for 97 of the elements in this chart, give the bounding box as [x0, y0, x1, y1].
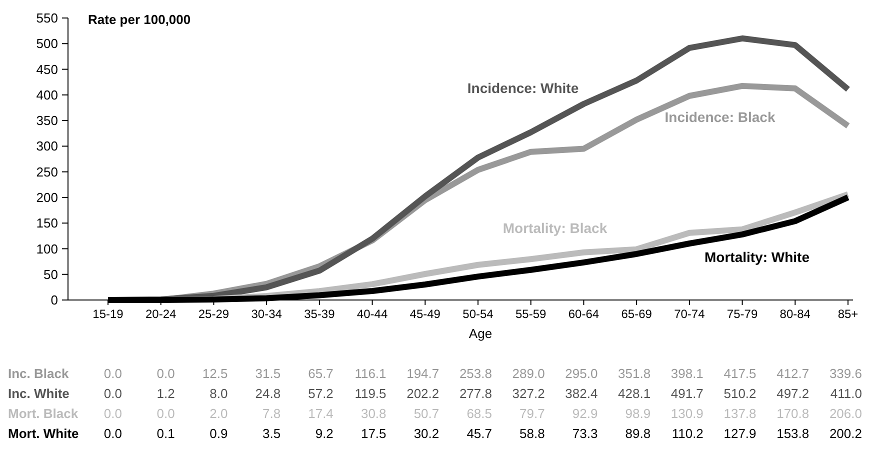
data-label: 9.2 [315, 426, 334, 441]
data-label: 206.0 [829, 406, 862, 421]
data-label: 30.2 [414, 426, 440, 441]
data-label: 1.2 [156, 386, 175, 401]
data-label: 411.0 [830, 386, 862, 401]
data-label: 170.8 [776, 406, 810, 421]
data-label: 417.5 [724, 366, 756, 381]
data-label: 0.1 [156, 426, 175, 441]
y-tick-label: 150 [36, 216, 58, 231]
data-label: 153.8 [776, 426, 810, 441]
data-label: 73.3 [572, 426, 598, 441]
data-label: 3.5 [262, 426, 281, 441]
data-label: 89.8 [625, 426, 651, 441]
data-label: 0.0 [156, 406, 175, 421]
x-tick-label: 25-29 [198, 307, 230, 321]
data-label: 0.0 [104, 386, 122, 401]
x-tick-label: 80-84 [780, 307, 811, 321]
y-tick-label: 250 [36, 164, 58, 180]
y-tick-label: 550 [36, 10, 58, 26]
data-label: 79.7 [520, 406, 545, 421]
data-label: 58.8 [520, 426, 545, 441]
data-label: 289.0 [512, 366, 545, 381]
data-label: 2.0 [210, 406, 228, 421]
data-label: 50.7 [414, 406, 440, 421]
data-label: 398.1 [670, 366, 704, 381]
data-label: 92.9 [572, 406, 598, 421]
x-tick-label: 75-79 [726, 307, 758, 321]
y-tick-label: 500 [36, 36, 58, 52]
data-label: 0.0 [104, 426, 122, 441]
data-label: 57.2 [308, 386, 334, 401]
data-label: 202.2 [406, 386, 440, 401]
data-label: 127.9 [724, 426, 756, 441]
data-label: 68.5 [466, 406, 492, 421]
y-tick-label: 50 [44, 266, 58, 282]
x-tick-label: 70-74 [674, 307, 706, 321]
data-label: 31.5 [255, 366, 281, 381]
annotation: Mortality: White [704, 248, 810, 265]
data-label: 382.4 [565, 386, 598, 401]
data-label: 0.0 [104, 406, 122, 421]
x-tick-label: 85+ [838, 307, 858, 321]
text: Inc. Black [8, 366, 70, 381]
y-tick-label: 100 [36, 241, 58, 256]
data-label: 0.0 [156, 366, 175, 381]
data-label: 412.7 [776, 366, 810, 381]
data-label: 7.8 [262, 406, 281, 421]
annotation: Incidence: White [467, 80, 579, 96]
y-tick-label: 450 [36, 62, 58, 77]
y-axis-title: Rate per 100,000 [88, 12, 191, 27]
x-tick-label: 15-19 [92, 307, 124, 321]
x-tick-label: 45-49 [410, 307, 441, 321]
data-label: 351.8 [618, 366, 651, 381]
x-tick-label: 20-24 [146, 307, 177, 321]
y-tick-label: 400 [36, 87, 58, 102]
y-tick-label: 350 [36, 113, 58, 128]
data-label: 277.8 [459, 386, 492, 401]
data-label: 200.2 [829, 426, 862, 441]
data-label: 0.9 [210, 426, 228, 441]
data-label: 194.7 [406, 366, 440, 381]
x-axis-title: Age [468, 326, 492, 341]
data-label: 491.7 [670, 386, 704, 401]
data-label: 17.4 [308, 406, 334, 421]
data-label: 137.8 [724, 406, 756, 421]
x-tick-label: 60-64 [568, 307, 600, 321]
data-label: 119.5 [354, 386, 386, 401]
data-label: 497.2 [776, 386, 810, 401]
data-label: 130.9 [670, 406, 704, 421]
data-label: 24.8 [255, 386, 281, 401]
data-label: 510.2 [724, 386, 756, 401]
data-label: 327.2 [512, 386, 545, 401]
data-label: 12.5 [202, 366, 228, 381]
data-label: 295.0 [565, 366, 598, 381]
data-label: 30.8 [360, 406, 386, 421]
x-tick-label: 35-39 [304, 307, 336, 321]
x-tick-label: 40-44 [356, 307, 388, 321]
x-tick-label: 30-34 [251, 307, 282, 321]
x-tick-label: 65-69 [621, 307, 652, 321]
data-label: 17.5 [360, 426, 386, 441]
data-label: 110.2 [672, 426, 704, 441]
annotation: Incidence: Black [664, 108, 776, 125]
data-label: 116.1 [354, 366, 386, 381]
text: Mort. Black [8, 406, 79, 421]
data-label: 98.9 [625, 406, 651, 421]
data-label: 253.8 [459, 366, 492, 381]
data-label: 45.7 [466, 426, 492, 441]
data-label: 428.1 [618, 386, 651, 401]
x-tick-label: 50-54 [462, 307, 494, 321]
x-tick-label: 55-59 [516, 307, 547, 321]
data-label: 8.0 [210, 386, 228, 401]
y-tick-label: 300 [36, 138, 58, 154]
annotation: Mortality: Black [502, 220, 608, 236]
data-label: 0.0 [104, 366, 122, 381]
y-tick-label: 200 [36, 190, 58, 206]
text: Mort. White [8, 426, 79, 441]
data-label: 65.7 [308, 366, 334, 381]
text: Inc. White [8, 386, 70, 401]
data-label: 339.6 [829, 366, 862, 381]
y-tick-label: 0 [50, 292, 58, 308]
